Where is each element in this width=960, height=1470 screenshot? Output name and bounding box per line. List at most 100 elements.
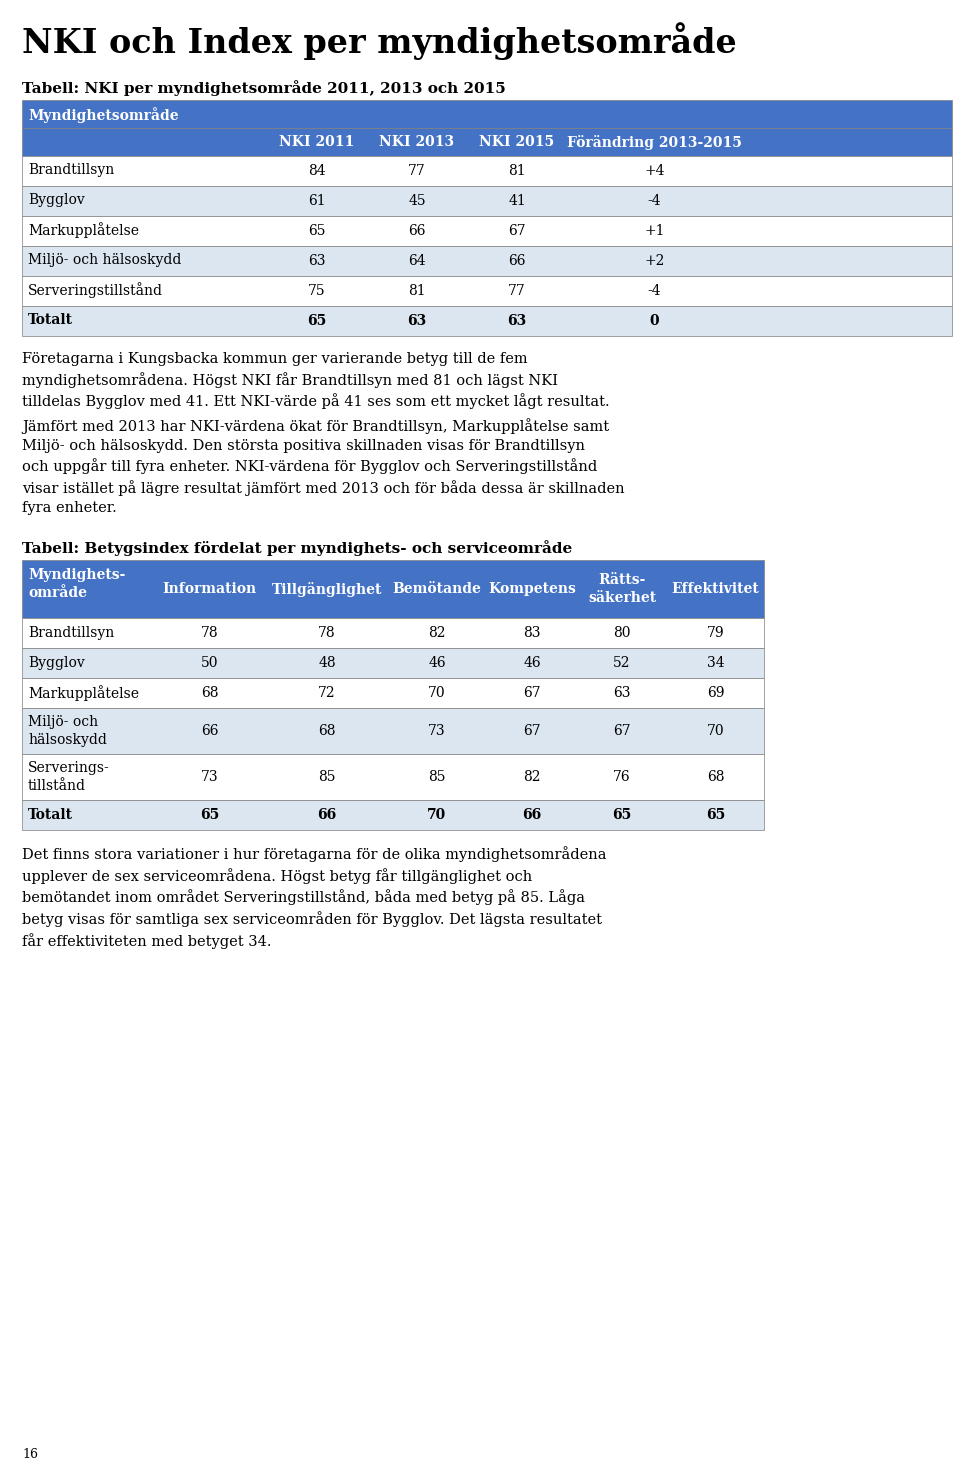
Text: 75: 75: [308, 284, 325, 298]
Text: +4: +4: [644, 165, 664, 178]
Text: 52: 52: [613, 656, 631, 670]
Text: 78: 78: [318, 626, 336, 639]
Bar: [22, 100, 952, 128]
Text: 78: 78: [201, 626, 218, 639]
Text: 65: 65: [706, 809, 725, 822]
Text: 46: 46: [428, 656, 445, 670]
Text: Tabell: NKI per myndighetsområde 2011, 2013 och 2015: Tabell: NKI per myndighetsområde 2011, 2…: [22, 79, 506, 96]
Text: 65: 65: [308, 223, 325, 238]
Bar: [22, 754, 764, 800]
Text: +1: +1: [644, 223, 664, 238]
Text: 63: 63: [308, 254, 325, 268]
Text: Företagarna i Kungsbacka kommun ger varierande betyg till de fem
myndighetsområd: Företagarna i Kungsbacka kommun ger vari…: [22, 351, 610, 409]
Text: 66: 66: [201, 725, 218, 738]
Text: Tillgänglighet: Tillgänglighet: [272, 582, 382, 597]
Bar: [22, 245, 952, 276]
Text: 48: 48: [318, 656, 336, 670]
Text: 82: 82: [428, 626, 445, 639]
Text: Miljö- och
hälsoskydd: Miljö- och hälsoskydd: [28, 714, 107, 747]
Text: Serverings-
tillstånd: Serverings- tillstånd: [28, 761, 109, 792]
Text: Myndighets-
område: Myndighets- område: [28, 567, 126, 600]
Text: 63: 63: [613, 686, 631, 700]
Text: Brandtillsyn: Brandtillsyn: [28, 626, 114, 639]
Text: Rätts-
säkerhet: Rätts- säkerhet: [588, 573, 656, 606]
Text: 76: 76: [613, 770, 631, 784]
Text: 65: 65: [307, 315, 326, 328]
Text: Bemötande: Bemötande: [393, 582, 481, 595]
Bar: [22, 560, 764, 617]
Text: 79: 79: [707, 626, 724, 639]
Text: Brandtillsyn: Brandtillsyn: [28, 163, 114, 176]
Bar: [22, 156, 952, 187]
Text: 65: 65: [200, 809, 219, 822]
Bar: [22, 800, 764, 831]
Text: 70: 70: [707, 725, 724, 738]
Text: 61: 61: [308, 194, 325, 207]
Text: Effektivitet: Effektivitet: [672, 582, 759, 595]
Text: 65: 65: [612, 809, 632, 822]
Text: Förändring 2013-2015: Förändring 2013-2015: [567, 134, 742, 150]
Text: 83: 83: [523, 626, 540, 639]
Text: 70: 70: [427, 809, 446, 822]
Text: 67: 67: [613, 725, 631, 738]
Bar: [22, 276, 952, 306]
Text: +2: +2: [644, 254, 664, 268]
Text: 66: 66: [508, 254, 526, 268]
Text: 69: 69: [707, 686, 724, 700]
Text: 16: 16: [22, 1448, 38, 1461]
Text: -4: -4: [648, 194, 661, 207]
Text: 73: 73: [428, 725, 445, 738]
Text: Jämfört med 2013 har NKI-värdena ökat för Brandtillsyn, Markupplåtelse samt
Milj: Jämfört med 2013 har NKI-värdena ökat fö…: [22, 417, 625, 514]
Text: Myndighetsområde: Myndighetsområde: [28, 107, 179, 123]
Text: 64: 64: [408, 254, 426, 268]
Text: 68: 68: [201, 686, 218, 700]
Text: Bygglov: Bygglov: [28, 656, 84, 670]
Text: Serveringstillstånd: Serveringstillstånd: [28, 282, 163, 298]
Text: 68: 68: [707, 770, 724, 784]
Text: 72: 72: [318, 686, 336, 700]
Text: 73: 73: [201, 770, 218, 784]
Text: 70: 70: [428, 686, 445, 700]
Text: 77: 77: [508, 284, 526, 298]
Text: 45: 45: [408, 194, 426, 207]
Text: 68: 68: [319, 725, 336, 738]
Bar: [22, 306, 952, 337]
Text: NKI 2015: NKI 2015: [479, 135, 555, 148]
Text: Det finns stora variationer i hur företagarna för de olika myndighetsområdena
up: Det finns stora variationer i hur företa…: [22, 847, 607, 948]
Text: 66: 66: [522, 809, 541, 822]
Bar: [22, 709, 764, 754]
Text: 46: 46: [523, 656, 540, 670]
Text: 50: 50: [201, 656, 218, 670]
Text: 67: 67: [523, 725, 540, 738]
Text: 67: 67: [523, 686, 540, 700]
Text: Bygglov: Bygglov: [28, 193, 84, 207]
Text: 66: 66: [318, 809, 337, 822]
Text: 67: 67: [508, 223, 526, 238]
Text: 85: 85: [319, 770, 336, 784]
Text: 80: 80: [613, 626, 631, 639]
Text: 82: 82: [523, 770, 540, 784]
Text: NKI och Index per myndighetsområde: NKI och Index per myndighetsområde: [22, 22, 736, 60]
Text: Kompetens: Kompetens: [488, 582, 576, 595]
Text: 85: 85: [428, 770, 445, 784]
Text: Markupplåtelse: Markupplåtelse: [28, 222, 139, 238]
Text: -4: -4: [648, 284, 661, 298]
Bar: [22, 187, 952, 216]
Bar: [22, 128, 952, 156]
Bar: [22, 216, 952, 245]
Text: Miljö- och hälsoskydd: Miljö- och hälsoskydd: [28, 253, 181, 268]
Text: NKI 2013: NKI 2013: [379, 135, 455, 148]
Text: 63: 63: [508, 315, 527, 328]
Text: 66: 66: [408, 223, 425, 238]
Text: Markupplåtelse: Markupplåtelse: [28, 685, 139, 701]
Text: 81: 81: [508, 165, 526, 178]
Text: 41: 41: [508, 194, 526, 207]
Text: Information: Information: [162, 582, 256, 595]
Text: 77: 77: [408, 165, 426, 178]
Text: NKI 2011: NKI 2011: [279, 135, 354, 148]
Text: 81: 81: [408, 284, 426, 298]
Bar: [22, 617, 764, 648]
Text: Totalt: Totalt: [28, 313, 73, 326]
Bar: [22, 648, 764, 678]
Text: 0: 0: [650, 315, 660, 328]
